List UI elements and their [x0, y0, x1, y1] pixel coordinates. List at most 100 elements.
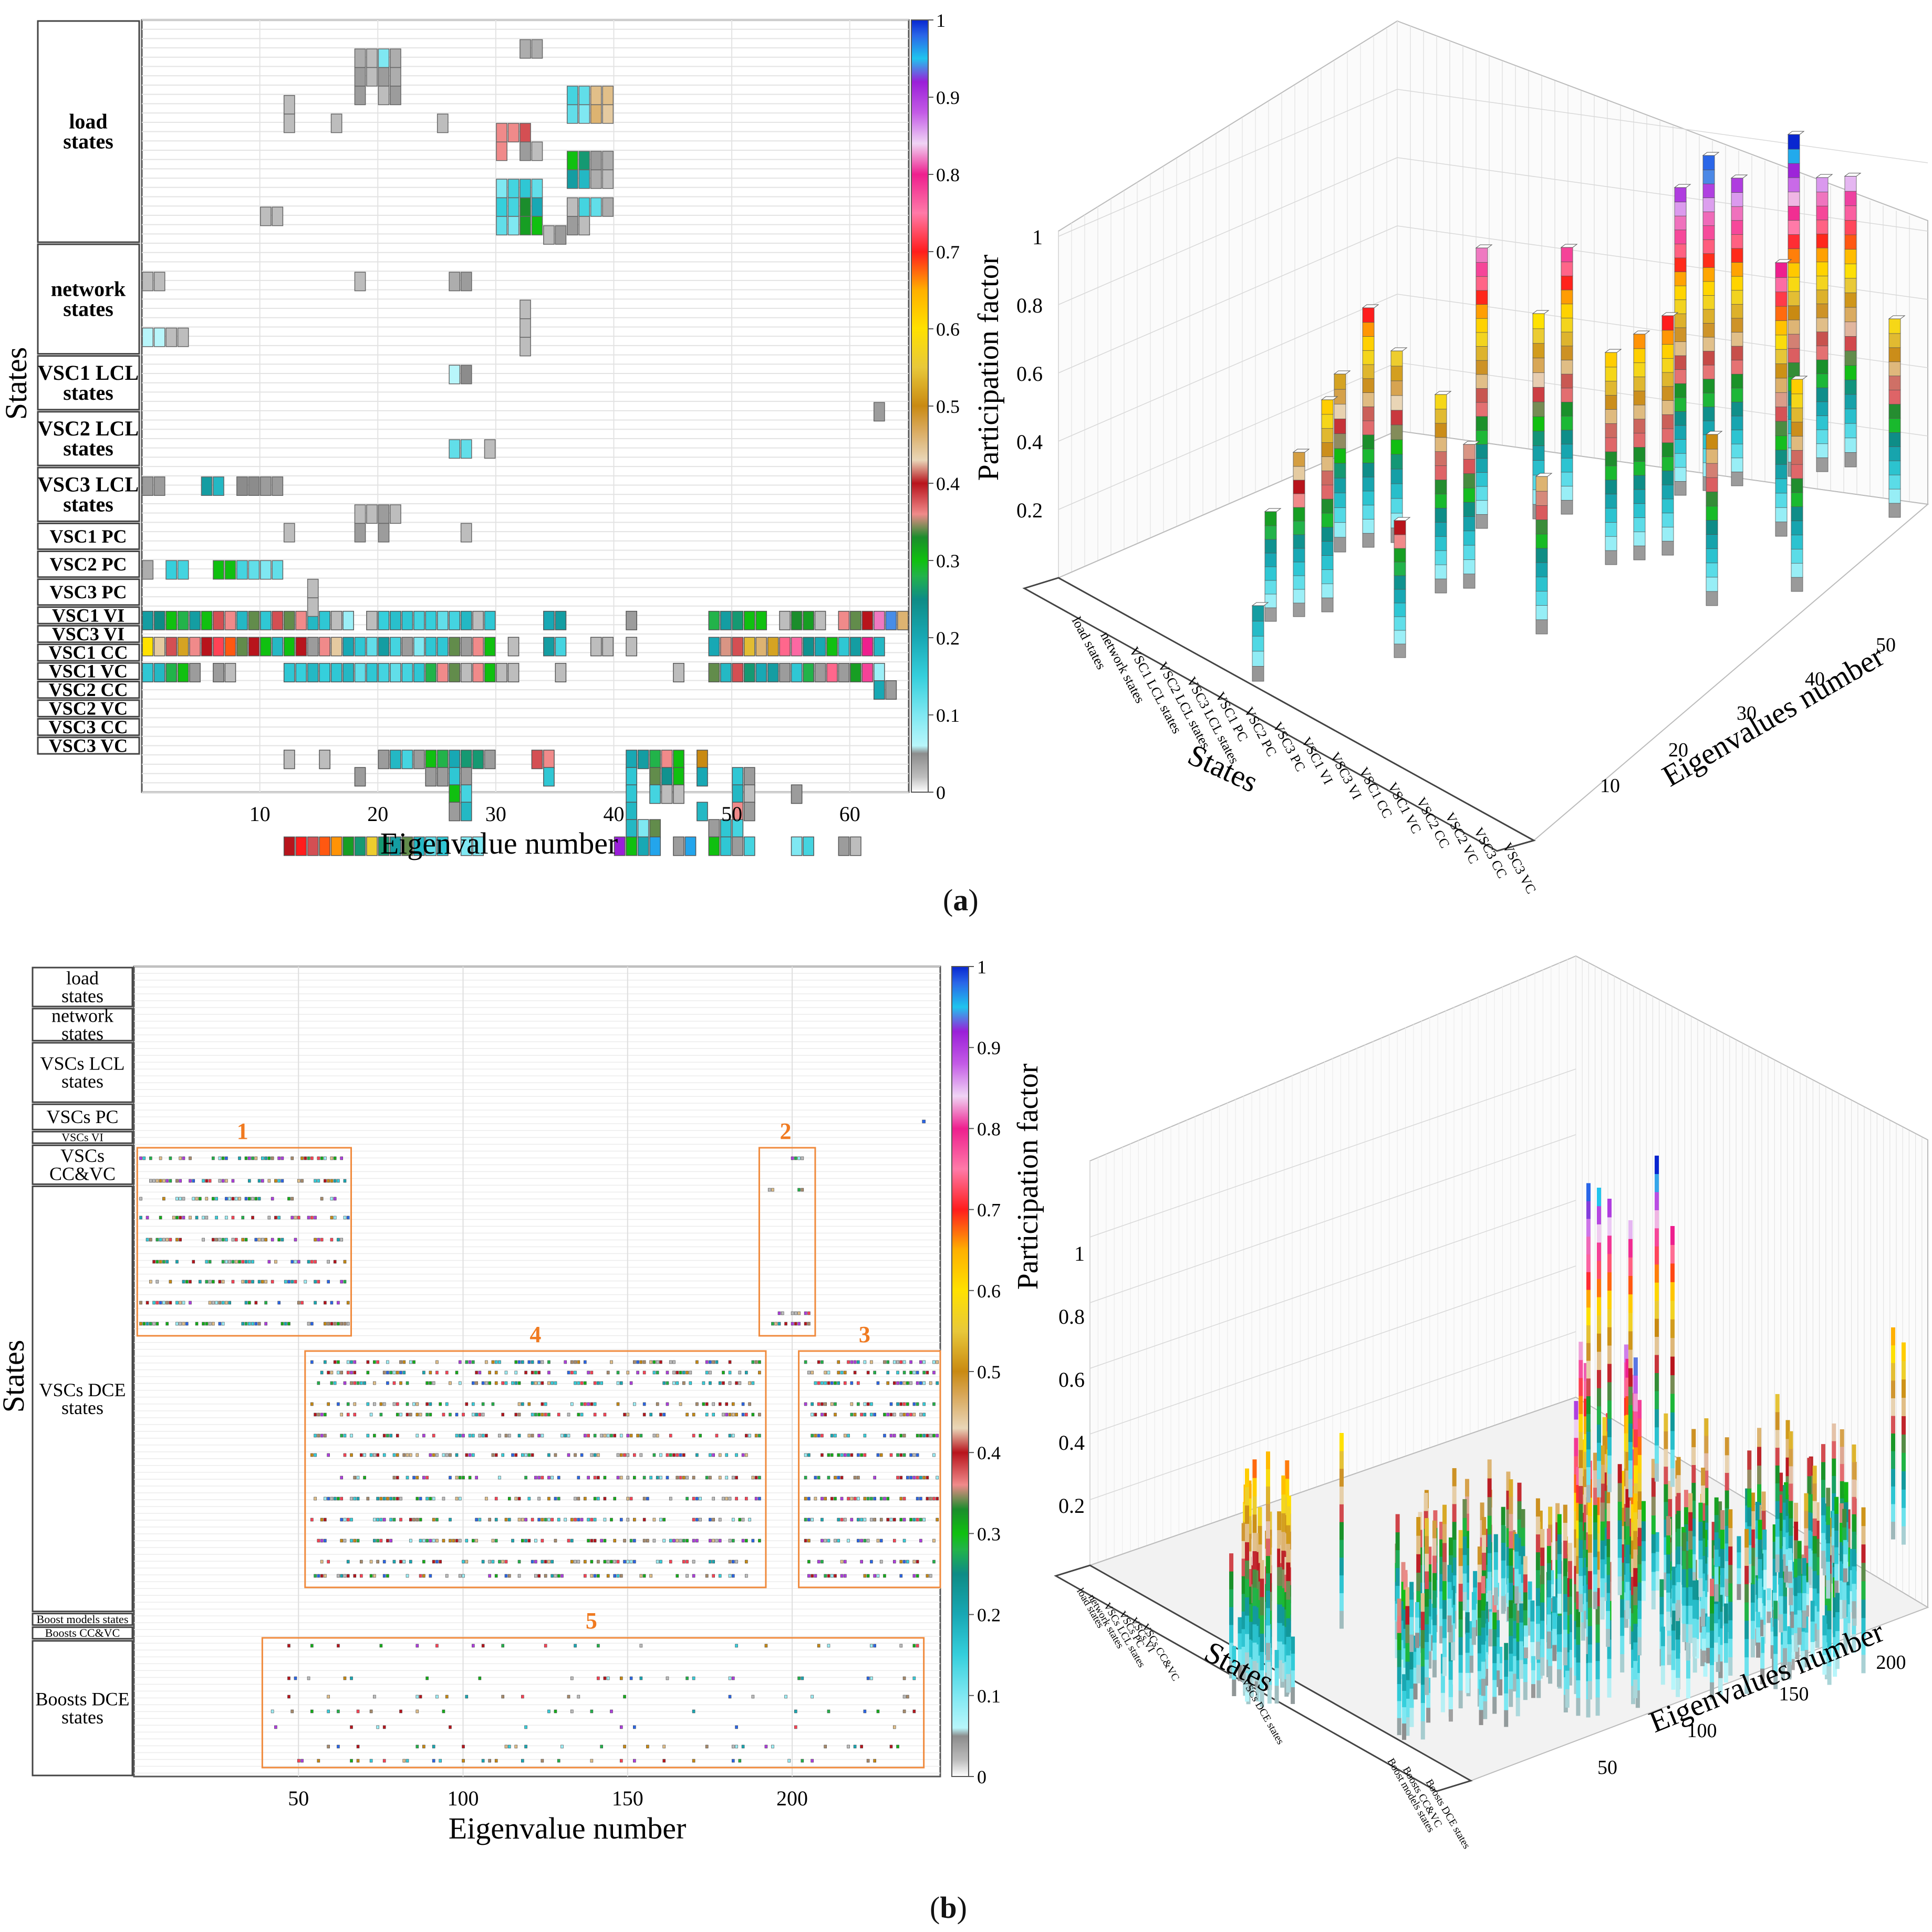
b-marker — [554, 1453, 557, 1457]
b3d-bar-segment — [1655, 1156, 1659, 1174]
b3d-bar-segment — [1229, 1607, 1233, 1625]
b3d-bar-segment — [1783, 1596, 1787, 1614]
b-cbar-label: 1 — [977, 957, 986, 978]
b3d-bar-segment — [1710, 1578, 1714, 1596]
b-marker — [228, 1260, 231, 1263]
b3d-bar-segment — [1441, 1673, 1445, 1692]
a-cell — [792, 637, 802, 656]
a3d-bar-segment — [1605, 352, 1617, 367]
a3d-bar-segment — [1703, 351, 1715, 366]
a3d-bar-segment — [1536, 520, 1547, 534]
b-marker — [232, 1280, 234, 1283]
b-marker — [399, 1371, 402, 1374]
b-marker — [310, 1644, 313, 1647]
b3d-bar-segment — [1588, 1515, 1592, 1534]
b-marker — [798, 1322, 801, 1325]
b-marker — [640, 1453, 642, 1457]
a3d-bar-segment — [1463, 574, 1475, 588]
b3d-bar-segment — [1563, 1594, 1567, 1612]
b-marker — [337, 1644, 339, 1647]
b-marker — [531, 1371, 534, 1374]
b-marker — [489, 1371, 491, 1374]
b-marker — [692, 1560, 695, 1563]
b3d-bar-segment — [1478, 1546, 1482, 1564]
b-group-label: states — [61, 985, 103, 1006]
a3d-bar-segment — [1675, 467, 1686, 482]
a3d-bar-segment — [1476, 458, 1488, 473]
b-marker — [807, 1574, 810, 1577]
b3d-bar-segment — [1523, 1574, 1528, 1593]
b-marker — [426, 1403, 429, 1406]
b3d-bar-segment — [1442, 1599, 1447, 1619]
b-marker — [820, 1560, 823, 1563]
a-cell — [142, 272, 153, 290]
b-marker — [360, 1560, 362, 1563]
b3d-bar-segment — [1442, 1581, 1447, 1600]
b-marker — [469, 1453, 471, 1457]
b-marker — [432, 1497, 435, 1500]
b-marker — [745, 1413, 747, 1416]
b-marker — [870, 1518, 872, 1521]
b-marker — [528, 1403, 531, 1406]
b-marker — [544, 1413, 547, 1416]
a3d-bar-segment — [1561, 373, 1573, 388]
b3d-bar-segment — [1601, 1559, 1605, 1578]
b3d-bar-segment — [1586, 1219, 1591, 1237]
b-marker — [340, 1413, 343, 1416]
b-marker — [919, 1476, 922, 1479]
a-cell — [390, 663, 401, 682]
b3d-bar-segment — [1479, 1710, 1483, 1725]
b-marker — [893, 1360, 896, 1364]
a3d-bar-segment — [1703, 379, 1715, 393]
a3d-bar-segment — [1816, 275, 1828, 290]
b-marker — [386, 1371, 389, 1374]
b-marker — [903, 1382, 906, 1385]
b3d-bar-segment — [1821, 1444, 1825, 1462]
a-cell — [744, 785, 755, 803]
b-marker — [617, 1371, 619, 1374]
b-marker — [900, 1382, 902, 1385]
a3d-bar-segment — [1561, 346, 1573, 360]
a-cell — [319, 750, 330, 768]
b-marker — [824, 1745, 827, 1748]
b-marker — [531, 1453, 534, 1457]
b-marker — [409, 1518, 412, 1521]
b-marker — [314, 1413, 317, 1416]
b3d-bar-segment — [1416, 1517, 1420, 1536]
b-marker — [656, 1360, 659, 1364]
a3d-bar-segment — [1265, 566, 1276, 580]
a3d-bar-segment — [1675, 453, 1686, 468]
b3d-bar-segment — [1409, 1582, 1414, 1599]
a3d-bar-segment — [1476, 374, 1488, 389]
b-marker — [906, 1403, 909, 1406]
a-cell — [579, 151, 589, 170]
a3d-bar-segment — [1731, 458, 1743, 472]
a3d-bar-segment — [1816, 443, 1828, 458]
b-marker — [705, 1413, 708, 1416]
b3d-bar-segment — [1607, 1345, 1612, 1364]
b-marker — [742, 1403, 744, 1406]
b-marker — [758, 1360, 761, 1364]
a-cell — [697, 767, 708, 786]
b-marker — [314, 1301, 317, 1304]
a-cbar-label: 0.4 — [936, 473, 960, 494]
a-cell — [496, 123, 507, 142]
b-marker — [567, 1434, 570, 1437]
a-cell — [166, 637, 176, 656]
a-cell — [438, 750, 448, 768]
b-marker — [752, 1413, 754, 1416]
b3d-bar-segment — [1704, 1436, 1708, 1453]
b3d-bar-segment — [1758, 1578, 1762, 1598]
b-marker — [936, 1360, 939, 1364]
a-cell — [780, 637, 790, 656]
a-cell — [248, 477, 259, 495]
b-marker — [893, 1560, 896, 1563]
b-marker — [910, 1518, 912, 1521]
b-marker — [850, 1360, 853, 1364]
a-cell — [862, 611, 872, 630]
b3d-bar-segment — [1442, 1524, 1447, 1543]
b-marker — [175, 1238, 178, 1241]
b-marker — [146, 1301, 149, 1304]
b3d-bar-segment — [1432, 1643, 1437, 1660]
b-marker — [607, 1371, 609, 1374]
